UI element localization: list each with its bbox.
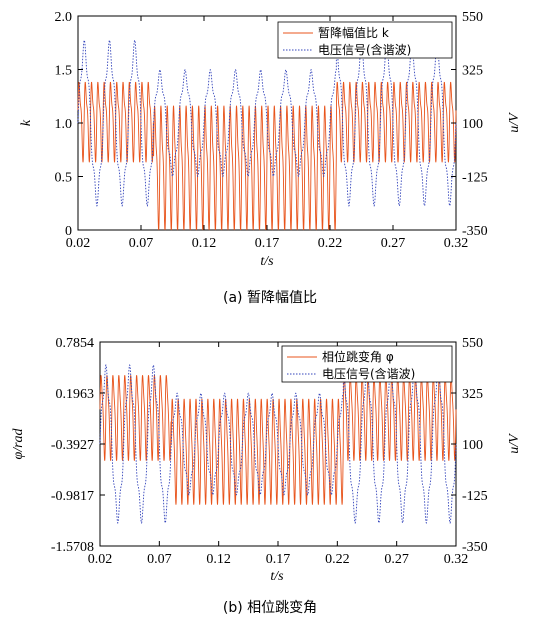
series-main-line [77,81,457,231]
chart-panel-a: 0.02 0.07 0.12 0.17 0.22 0.27 0.32 0 0.5 1.0 1.5 2.… [19,10,522,306]
x-tick-label: 0.12 [206,552,231,567]
y-right-tick-label: 100 [462,117,483,132]
x-tick-label: 0.07 [129,236,154,251]
y-left-tick-label: 0.7854 [56,336,95,351]
y-left-tick-label: -0.3927 [51,438,94,453]
x-tick-label: 0.02 [88,552,113,567]
x-tick-label: 0.17 [266,552,291,567]
legend-a: 暂降幅值比 k 电压信号(含谐波) [277,21,453,59]
y-right-tick-label: 100 [462,438,483,453]
y-right-tick-label: 550 [462,10,483,25]
x-tick-label: 0.27 [384,552,409,567]
y-left-tick-label: 0.5 [55,171,73,186]
caption-a: (a) 暂降幅值比 [223,290,317,306]
x-tick-label: 0.32 [444,236,469,251]
xlabel-b: t/s [270,569,284,584]
y-left-tick-label: -1.5708 [51,540,94,555]
y-left-tick-label: -0.9817 [51,489,94,504]
y-left-tick-label: 1.5 [55,64,73,79]
y-left-tick-label: 1.0 [55,117,73,132]
x-tick-label: 0.22 [325,552,350,567]
y-right-tick-label: 325 [462,387,483,402]
ylabel-right-a: u/V [507,112,522,133]
series-main-line [99,375,457,505]
x-tick-label: 0.12 [192,236,217,251]
x-tick-label: 0.22 [318,236,343,251]
y-left-tick-label: 2.0 [55,10,73,25]
legend-box-a [277,21,453,59]
ylabel-right-b: u/V [507,433,522,454]
x-tick-label: 0.27 [381,236,406,251]
y-right-tick-label: 550 [462,336,483,351]
xlabel-a: t/s [260,254,274,269]
legend-box-b [281,345,453,383]
ylabel-left-b: φ/rad [11,427,26,459]
legend-label-b-1: 电压信号(含谐波) [322,366,415,381]
y-left-tick-label: 0.1963 [56,387,95,402]
y-left-tick-label: 0 [65,224,72,239]
series-voltage-line [99,364,457,524]
x-tick-label: 0.32 [444,552,469,567]
x-tick-label: 0.17 [255,236,280,251]
legend-label-b-0: 相位跳变角 φ [322,349,394,364]
y-right-tick-label: -125 [462,171,488,186]
y-right-tick-label: -350 [462,540,488,555]
legend-b: 相位跳变角 φ 电压信号(含谐波) [281,345,453,383]
ylabel-left-a: k [19,119,34,126]
legend-label-a-1: 电压信号(含谐波) [318,42,411,57]
chart-panel-b: 0.02 0.07 0.12 0.17 0.22 0.27 0.32 -1.5708 -0.98… [11,336,522,616]
y-right-tick-label: -125 [462,489,488,504]
caption-b: (b) 相位跳变角 [223,600,317,616]
y-right-tick-label: -350 [462,224,488,239]
y-right-tick-label: 325 [462,64,483,79]
x-tick-label: 0.07 [147,552,172,567]
x-tick-label: 0.02 [66,236,91,251]
legend-label-a-0: 暂降幅值比 k [318,25,389,40]
series-voltage-line [77,39,457,207]
